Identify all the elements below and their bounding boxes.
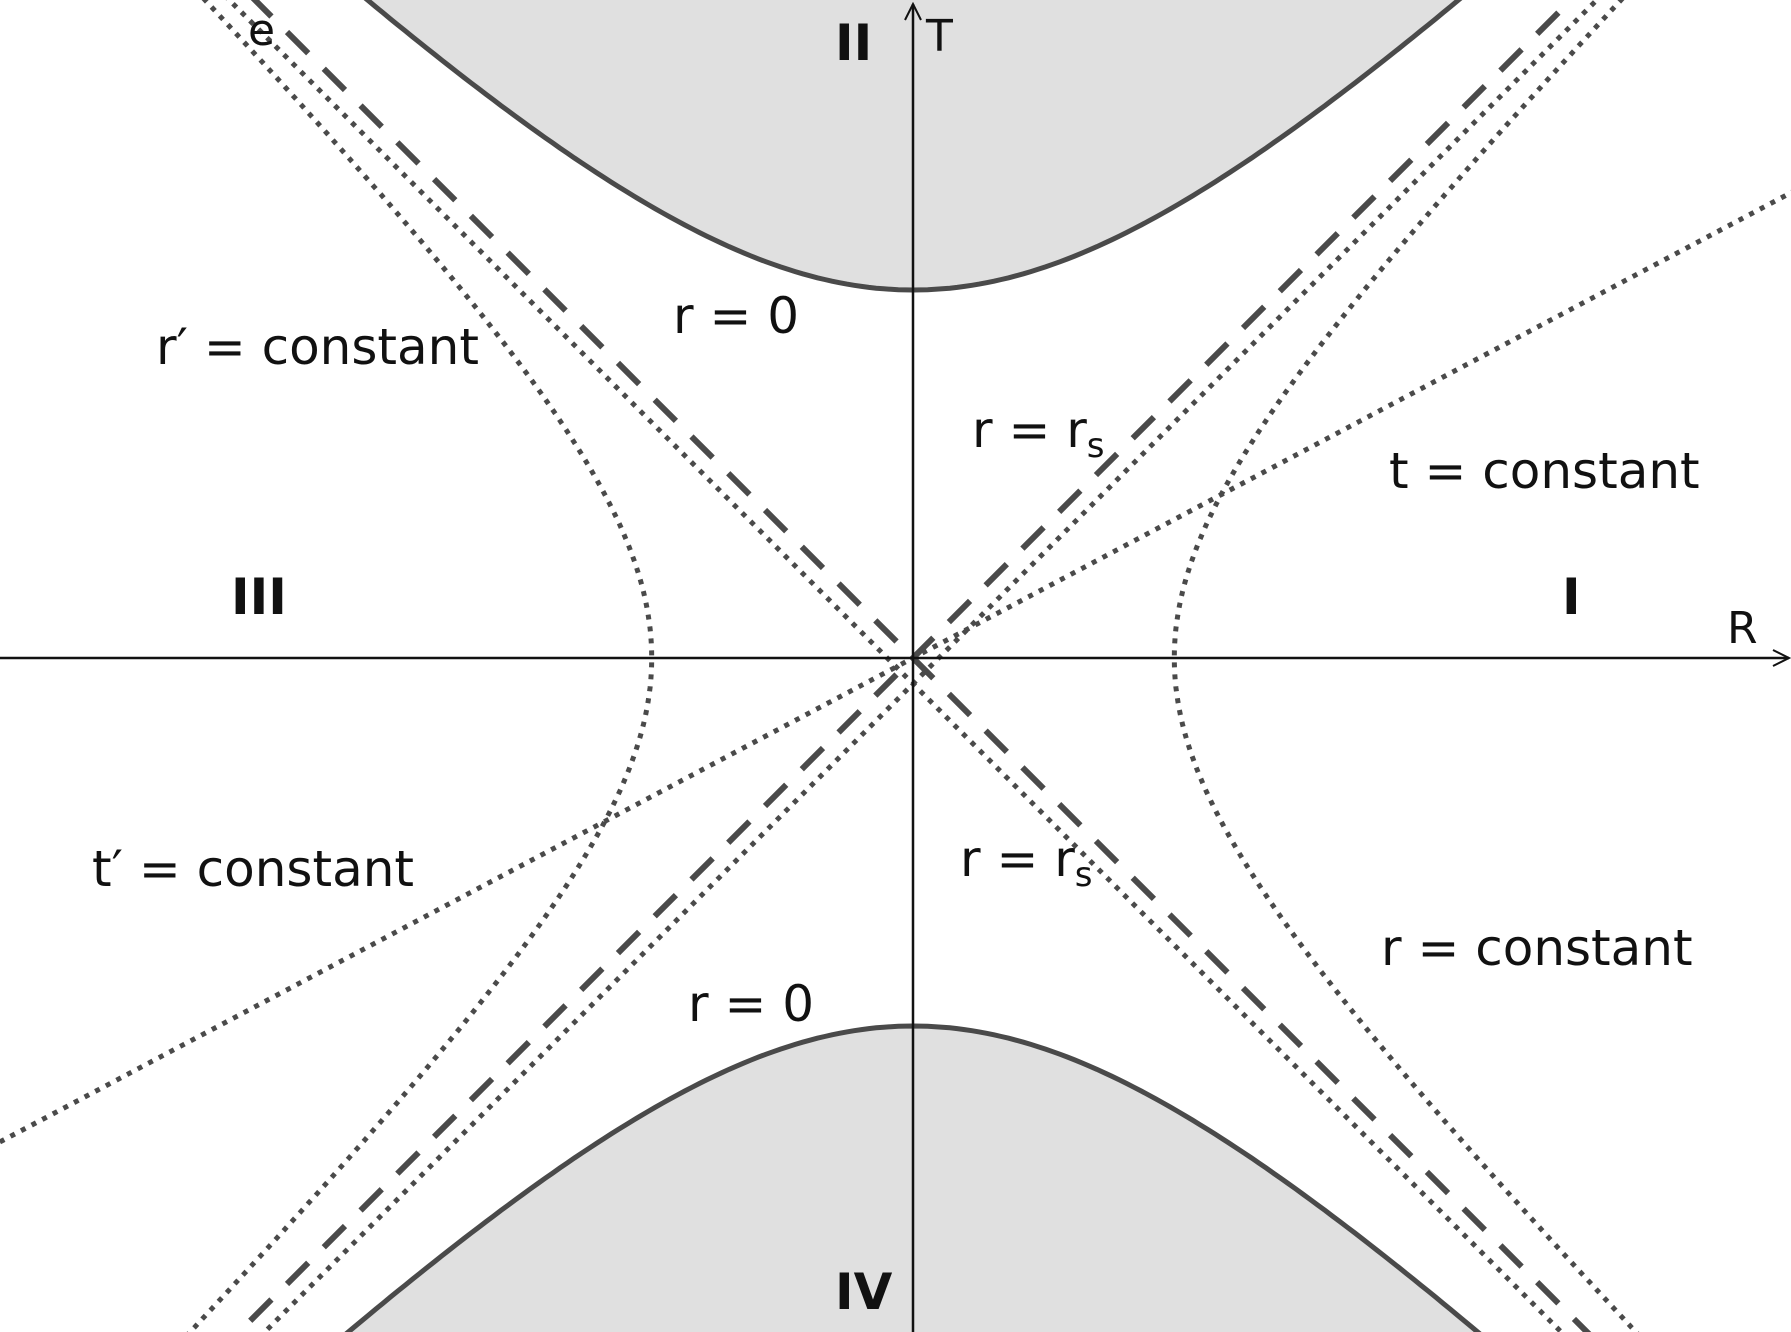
r-constant-hyperbola-left [186, 0, 655, 1332]
horizon-label-lower: r = rs [960, 830, 1093, 895]
t-prime-constant-label: t′ = constant [92, 840, 414, 898]
horizon-label-upper-sub: s [1087, 426, 1105, 466]
r-constant-label: r = constant [1381, 919, 1693, 977]
corner-letter: e [248, 5, 275, 56]
horizon-label-lower-main: r = r [960, 830, 1075, 888]
r-prime-mark: ′ [177, 318, 188, 376]
singularity-label-top: r = 0 [673, 287, 799, 345]
singularity-region-bottom [348, 1026, 1478, 1332]
region-label-ii: II [835, 14, 872, 72]
r-prime-constant-label: r′ = constant [156, 318, 479, 376]
singularity-label-bottom: r = 0 [688, 975, 814, 1033]
horizon-label-upper: r = rs [972, 401, 1105, 466]
r-axis-label: R [1727, 603, 1758, 654]
region-label-iii: III [231, 568, 287, 626]
t-prime-base: t [92, 840, 112, 898]
t-constant-label: t = constant [1389, 442, 1700, 500]
horizon-label-lower-sub: s [1075, 855, 1093, 895]
r-constant-hyperbola-right [1171, 0, 1640, 1332]
region-label-i: I [1562, 568, 1581, 626]
t-axis-label: T [925, 11, 953, 62]
r-prime-base: r [156, 318, 177, 376]
t-prime-mark: ′ [112, 840, 123, 898]
region-label-iv: IV [835, 1263, 893, 1321]
t-prime-rest: = constant [123, 840, 414, 898]
horizon-label-upper-main: r = r [972, 401, 1087, 459]
r-prime-rest: = constant [188, 318, 479, 376]
